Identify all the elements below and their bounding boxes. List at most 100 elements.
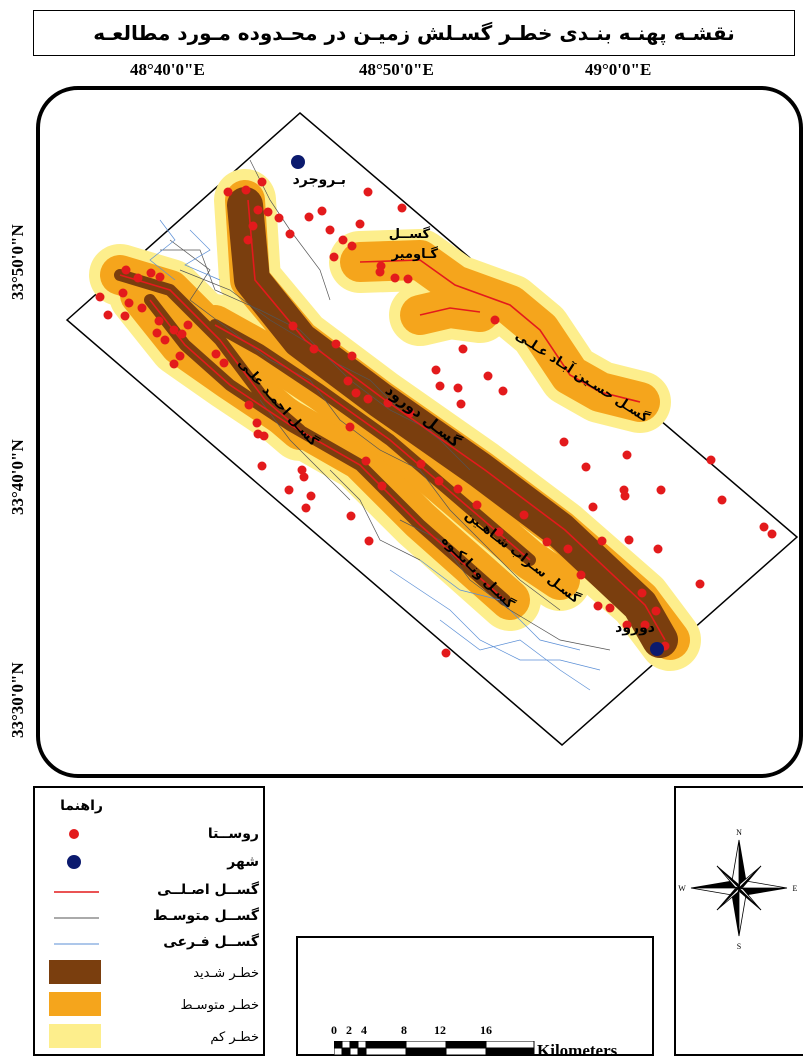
village-marker [160, 335, 170, 345]
village-marker [458, 344, 468, 354]
scale-bar [334, 1041, 535, 1056]
medium-hazard-swatch [49, 992, 101, 1016]
village-marker [137, 303, 147, 313]
village-marker [620, 491, 630, 501]
village-marker [405, 408, 415, 418]
medium-fault-symbol [54, 917, 99, 919]
village-marker [656, 485, 666, 495]
village-marker [622, 450, 632, 460]
village-marker [285, 229, 295, 239]
village-marker [288, 321, 298, 331]
longitude-label: 48°40'0"E [130, 60, 205, 79]
village-marker [347, 241, 357, 251]
longitude-label: 49°0'0"E [585, 60, 652, 79]
longitude-label: 48°50'0"E [359, 60, 434, 79]
city-symbol [67, 855, 81, 869]
village-marker [274, 213, 284, 223]
village-marker [559, 437, 569, 447]
scale-tick: 4 [361, 1023, 367, 1037]
village-marker [347, 351, 357, 361]
village-marker [605, 603, 615, 613]
scale-tick: 12 [434, 1023, 446, 1037]
legend-label: گســل اصـلــی [157, 882, 259, 898]
village-marker [155, 272, 165, 282]
village-marker [588, 502, 598, 512]
village-marker [563, 544, 573, 554]
village-marker [593, 601, 603, 611]
village-marker [299, 472, 309, 482]
village-marker [317, 206, 327, 216]
fault-label: گـاومير [391, 246, 439, 262]
village-marker [301, 503, 311, 513]
village-marker [416, 459, 426, 469]
village-marker [177, 329, 187, 339]
low-hazard-swatch [49, 1024, 101, 1048]
compass-rose-icon: N S E W [678, 828, 797, 951]
village-marker [375, 267, 385, 277]
legend-panel: راهنما روســتا شهر گســل اصـلــی گســل م… [33, 786, 265, 1056]
village-marker [169, 325, 179, 335]
village-marker [325, 225, 335, 235]
legend-label: خطـر کم [210, 1030, 259, 1045]
map-canvas: بـروجرد دورود گســل گـاومير گسـل حسـين آ… [65, 112, 799, 746]
scale-tick: 0 [331, 1023, 337, 1037]
village-marker [383, 398, 393, 408]
scale-tick: 8 [401, 1023, 407, 1037]
village-marker [169, 359, 179, 369]
main-faults [119, 199, 666, 641]
village-marker [581, 462, 591, 472]
village-marker [118, 288, 128, 298]
village-marker [248, 221, 258, 231]
village-marker [223, 187, 233, 197]
village-marker [435, 381, 445, 391]
compass-n: N [736, 828, 742, 837]
village-marker [351, 388, 361, 398]
latitude-label: 33°30'0"N [8, 662, 27, 738]
village-marker [361, 456, 371, 466]
village-marker [640, 620, 650, 630]
legend-label: خطـر شـديد [193, 966, 259, 981]
compass-w: W [678, 884, 686, 893]
village-marker [651, 606, 661, 616]
village-marker [483, 371, 493, 381]
village-marker [284, 485, 294, 495]
village-marker [542, 537, 552, 547]
village-marker [252, 418, 262, 428]
legend-label: روســتا [207, 826, 259, 842]
scale-unit: Kilometers [537, 1041, 618, 1060]
village-marker [637, 588, 647, 598]
village-marker [257, 177, 267, 187]
village-marker [331, 339, 341, 349]
village-marker [355, 219, 365, 229]
city-marker [291, 155, 305, 169]
village-marker [121, 265, 131, 275]
village-marker [453, 484, 463, 494]
village-marker [498, 386, 508, 396]
city-label-south: دورود [615, 620, 655, 636]
village-marker [244, 400, 254, 410]
village-marker [263, 207, 273, 217]
village-marker [257, 461, 267, 471]
village-marker [759, 522, 769, 532]
legend-item-low-hazard: خطـر کم [49, 1024, 259, 1050]
village-marker [363, 187, 373, 197]
village-marker [434, 476, 444, 486]
compass-s: S [737, 942, 741, 951]
main-fault-symbol [54, 891, 99, 893]
village-symbol [69, 829, 79, 839]
minor-fault-symbol [54, 943, 99, 945]
village-marker [597, 536, 607, 546]
village-marker [175, 351, 185, 361]
village-marker [456, 399, 466, 409]
village-marker [453, 383, 463, 393]
village-marker [490, 315, 500, 325]
legend-item-minor-fault: گســل فـرعی [49, 932, 259, 954]
village-marker [241, 185, 251, 195]
legend-label: خطـر متوسـط [180, 998, 259, 1013]
village-marker [695, 579, 705, 589]
village-marker [343, 376, 353, 386]
village-marker [767, 529, 777, 539]
scale-tick: 2 [346, 1023, 352, 1037]
scale-panel: 0 2 4 8 12 16 Kilometers [296, 936, 654, 1060]
legend-item-village: روســتا [49, 824, 259, 846]
